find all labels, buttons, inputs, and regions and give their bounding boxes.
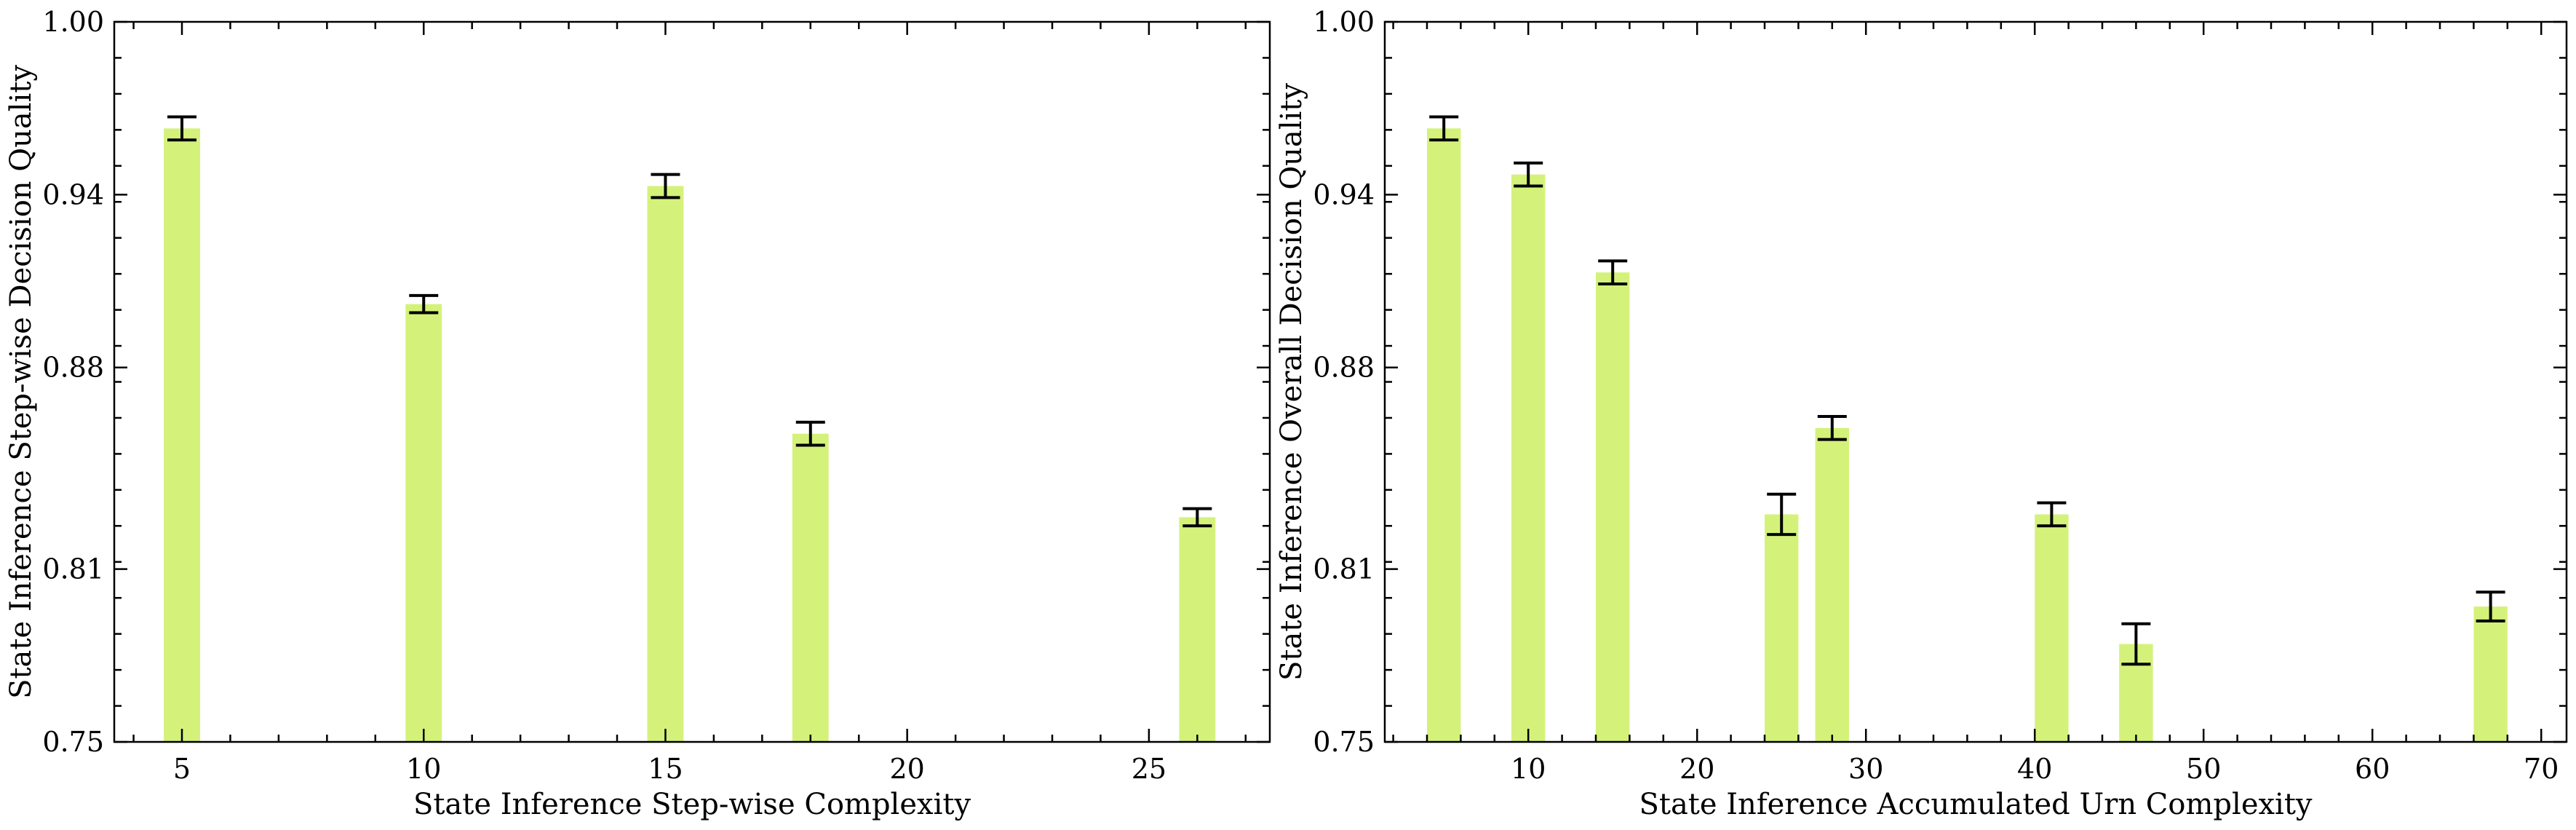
error-bar bbox=[795, 420, 825, 447]
plot-frame bbox=[113, 20, 1271, 743]
y-tick-label: 0.75 bbox=[42, 726, 104, 758]
x-tick-label: 10 bbox=[1511, 753, 1546, 785]
x-tick-label: 70 bbox=[2524, 753, 2559, 785]
y-tick-label: 0.81 bbox=[1313, 553, 1375, 585]
bar bbox=[405, 304, 442, 742]
x-tick-label: 30 bbox=[1848, 753, 1883, 785]
error-bar bbox=[1817, 414, 1847, 441]
x-tick-label: 50 bbox=[2186, 753, 2221, 785]
x-tick-label: 20 bbox=[1679, 753, 1714, 785]
chart-panel-2: 10 20 30 40 50 60 70 0.75 0.81 0.88 0.94 1.00 State … bbox=[1275, 6, 2568, 821]
ticks bbox=[1385, 20, 2567, 743]
bar bbox=[1596, 272, 1630, 742]
bar bbox=[2035, 514, 2069, 742]
x-tick-label: 10 bbox=[406, 753, 441, 785]
plot-frame bbox=[1383, 20, 2568, 743]
x-tick-label: 5 bbox=[173, 753, 191, 785]
error-bar bbox=[1514, 161, 1543, 188]
x-tick-label: 15 bbox=[648, 753, 683, 785]
x-tick-label: 60 bbox=[2355, 753, 2390, 785]
x-tick-label: 25 bbox=[1132, 753, 1166, 785]
bar bbox=[2473, 606, 2508, 742]
y-axis-label: State Inference Overall Decision Quality bbox=[1275, 83, 1308, 681]
bar bbox=[1179, 517, 1216, 742]
y-tick-label: 0.88 bbox=[1313, 352, 1375, 384]
error-bar bbox=[167, 115, 197, 142]
error-bar bbox=[1598, 259, 1628, 285]
y-tick-label: 0.75 bbox=[1313, 726, 1375, 758]
y-tick-label: 0.81 bbox=[42, 553, 104, 585]
error-bar bbox=[1767, 492, 1797, 537]
x-axis-label: State Inference Step-wise Complexity bbox=[413, 788, 971, 821]
y-tick-label: 0.94 bbox=[1313, 178, 1375, 210]
error-bar bbox=[2476, 590, 2505, 622]
y-tick-label: 0.94 bbox=[42, 178, 104, 210]
error-bar bbox=[1182, 507, 1212, 528]
error-bar bbox=[651, 173, 680, 199]
bar bbox=[1815, 427, 1849, 742]
x-axis-label: State Inference Accumulated Urn Complexi… bbox=[1639, 788, 2312, 821]
x-tick-label: 40 bbox=[2017, 753, 2052, 785]
bar bbox=[792, 433, 829, 742]
bar bbox=[647, 186, 684, 742]
bar bbox=[164, 128, 200, 742]
ticks bbox=[114, 20, 1270, 743]
y-axis-label: State Inference Step-wise Decision Quali… bbox=[4, 65, 38, 699]
y-tick-label: 1.00 bbox=[42, 6, 104, 38]
bar bbox=[1511, 174, 1546, 743]
bar bbox=[1427, 128, 1461, 742]
error-bar bbox=[2121, 622, 2151, 666]
error-bar bbox=[409, 293, 439, 315]
error-bar bbox=[2037, 501, 2067, 528]
x-tick-label: 20 bbox=[889, 753, 924, 785]
y-tick-label: 1.00 bbox=[1313, 6, 1375, 38]
y-tick-label: 0.88 bbox=[42, 352, 104, 384]
error-bar bbox=[1429, 115, 1459, 142]
bar bbox=[1765, 514, 1799, 742]
